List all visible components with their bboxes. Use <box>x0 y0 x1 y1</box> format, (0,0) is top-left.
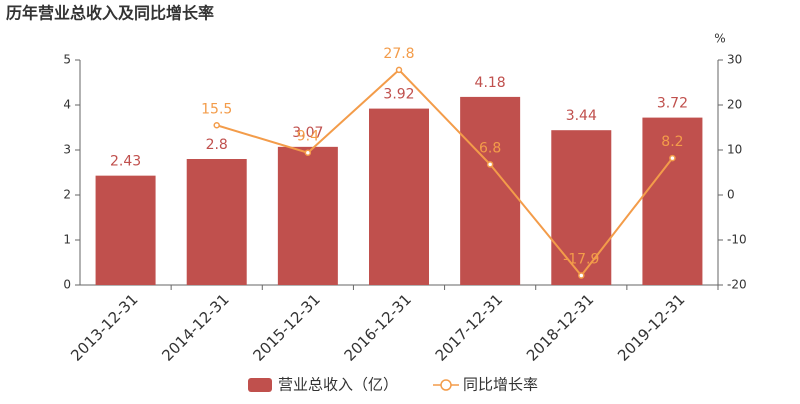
bar-value-label: 3.92 <box>383 87 414 103</box>
bar-value-label: 3.72 <box>657 96 688 112</box>
x-tick-label: 2016-12-31 <box>341 290 415 364</box>
line-value-label: 9.4 <box>297 129 319 145</box>
bar <box>551 130 612 285</box>
line-value-label: 27.8 <box>383 46 414 62</box>
bar <box>642 117 703 285</box>
y-tick-label: 0 <box>63 278 71 292</box>
y2-tick-label: 30 <box>727 53 742 67</box>
chart-title: 历年营业总收入及同比增长率 <box>6 4 214 23</box>
bar-value-label: 3.44 <box>566 108 597 124</box>
x-tick-label: 2013-12-31 <box>67 290 141 364</box>
line-value-label: 8.2 <box>661 134 683 150</box>
bar-value-label: 4.18 <box>475 75 506 91</box>
bar <box>369 108 429 285</box>
y2-tick-label: -20 <box>727 278 747 292</box>
y2-tick-label: 0 <box>727 188 735 202</box>
bar <box>277 146 338 285</box>
x-tick-label: 2014-12-31 <box>158 290 232 364</box>
y2-tick-label: 10 <box>727 143 742 157</box>
y2-unit: % <box>714 32 725 46</box>
bar <box>95 175 156 285</box>
line-point <box>213 122 220 129</box>
x-tick-label: 2017-12-31 <box>432 290 506 364</box>
line-value-label: -17.9 <box>563 252 599 268</box>
y-tick-label: 1 <box>63 233 71 247</box>
y-tick-label: 5 <box>63 53 71 67</box>
bar <box>186 159 247 285</box>
line-value-label: 15.5 <box>201 101 232 117</box>
legend-swatch <box>440 379 452 391</box>
x-tick-label: 2015-12-31 <box>249 290 323 364</box>
y-tick-label: 3 <box>63 143 71 157</box>
line-point <box>395 66 403 74</box>
line-value-label: 6.8 <box>479 140 501 156</box>
y-tick-label: 2 <box>63 188 71 202</box>
x-tick-label: 2018-12-31 <box>523 290 597 364</box>
line-point <box>578 272 585 279</box>
bar <box>460 96 521 286</box>
line-point <box>486 161 494 168</box>
line-point <box>669 154 676 162</box>
legend-label: 营业总收入（亿） <box>278 376 398 394</box>
y-tick-label: 4 <box>63 98 71 112</box>
bar-value-label: 2.8 <box>206 137 228 153</box>
line <box>216 68 674 278</box>
legend-label: 同比增长率 <box>463 376 538 394</box>
x-tick-label: 2019-12-31 <box>614 290 688 364</box>
line-point <box>304 149 312 156</box>
bar-value-label: 3.07 <box>292 125 323 141</box>
legend-swatch <box>248 378 272 392</box>
y2-tick-label: 20 <box>727 98 742 112</box>
bar-value-label: 2.43 <box>110 154 141 170</box>
y2-tick-label: -10 <box>727 233 747 247</box>
